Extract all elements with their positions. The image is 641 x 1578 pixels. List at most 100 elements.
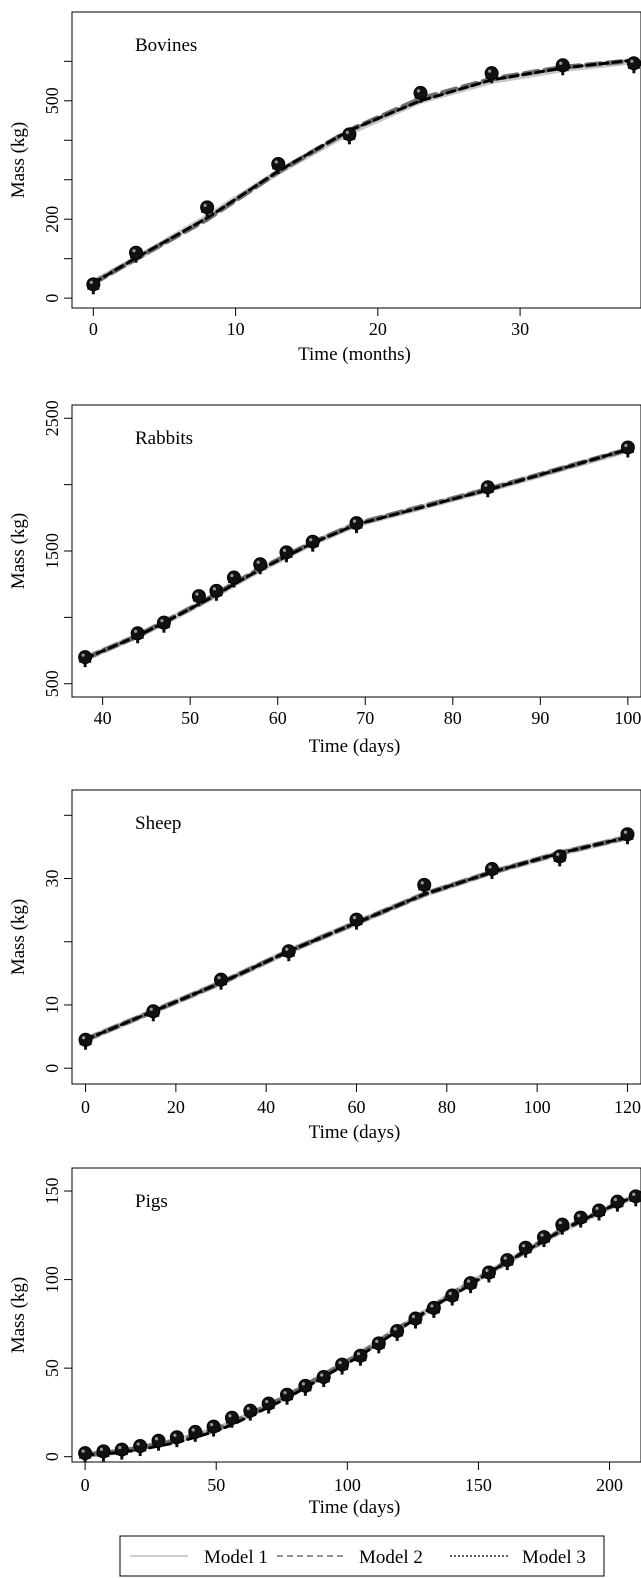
data-point-highlight <box>522 1244 526 1248</box>
data-point <box>349 516 364 534</box>
data-point <box>353 1348 368 1366</box>
data-point-circle <box>500 1253 515 1268</box>
data-point-highlight <box>375 1339 379 1343</box>
data-point <box>200 200 215 218</box>
legend-box <box>119 1535 605 1577</box>
y-tick-label: 50 <box>42 1359 62 1377</box>
chart-panel-rabbits: 40 50 60 70 80 90 100 500 1500 2500 Time (days) Mas… <box>8 400 641 757</box>
data-point-circle <box>371 1336 386 1351</box>
y-tick-label: 500 <box>42 670 62 697</box>
data-point <box>316 1369 331 1387</box>
data-point-highlight <box>338 1360 342 1365</box>
y-axis-title: Mass (kg) <box>8 513 29 590</box>
data-point <box>484 862 499 880</box>
data-point <box>484 66 499 84</box>
chart-panel-pigs: 0 50 100 150 200 0 50 100 150 Time (days) Mass (kg… <box>8 1167 641 1518</box>
x-tick-label: 0 <box>81 1475 90 1495</box>
data-point-circle <box>253 557 268 572</box>
data-point-highlight <box>160 619 164 623</box>
plot-area <box>78 827 635 1050</box>
data-point-circle <box>279 545 294 560</box>
legend-label-model-1: Model 1 <box>204 1547 268 1568</box>
data-point-highlight <box>411 1314 416 1319</box>
data-point-circle <box>280 1387 295 1402</box>
data-point <box>206 1419 221 1437</box>
data-point-circle <box>78 1032 93 1047</box>
data-point <box>518 1240 533 1258</box>
data-point-highlight <box>320 1373 324 1377</box>
data-point-circle <box>353 1348 368 1363</box>
data-point-circle <box>484 862 499 877</box>
data-point-highlight <box>630 59 634 63</box>
data-point-circle <box>281 944 296 959</box>
data-point <box>417 877 432 895</box>
data-point <box>298 1378 313 1396</box>
data-point <box>555 1217 570 1235</box>
x-axis-title: Time (days) <box>309 1122 401 1143</box>
y-tick-label: 150 <box>42 1178 62 1205</box>
data-point-highlight <box>282 548 287 552</box>
data-point <box>214 972 229 990</box>
data-point <box>555 58 570 76</box>
panel-title: Pigs <box>135 1191 168 1212</box>
data-point <box>169 1430 184 1448</box>
data-point <box>408 1311 423 1329</box>
data-point <box>279 545 294 563</box>
data-point <box>226 570 241 588</box>
data-point <box>626 56 641 74</box>
x-tick-label: 80 <box>438 1097 456 1117</box>
x-tick-label: 200 <box>596 1475 623 1495</box>
plot-frame <box>71 11 641 309</box>
plot-area <box>78 1189 641 1462</box>
data-point-highlight <box>503 1256 507 1260</box>
x-tick-label: 100 <box>524 1097 551 1117</box>
data-point-circle <box>349 516 364 531</box>
chart-panel-sheep: 0 20 40 60 80 100 120 0 10 30 Time (days) Mass (kg)… <box>8 789 641 1143</box>
panel-title: Bovines <box>135 35 197 56</box>
data-point-highlight <box>118 1446 122 1450</box>
x-tick-label: 120 <box>614 1097 641 1117</box>
data-point-highlight <box>132 249 136 253</box>
data-point <box>96 1444 111 1462</box>
data-point-highlight <box>265 1399 269 1404</box>
data-point-circle <box>610 1194 625 1209</box>
data-point-highlight <box>345 130 349 134</box>
data-point <box>390 1323 405 1341</box>
data-point-highlight <box>283 1391 287 1395</box>
data-point <box>413 85 428 103</box>
data-point <box>463 1276 478 1294</box>
data-point <box>552 849 567 867</box>
data-point-highlight <box>256 560 260 564</box>
data-point-circle <box>518 1240 533 1255</box>
data-point-circle <box>298 1378 313 1393</box>
data-point <box>86 277 101 295</box>
y-tick-label: 0 <box>42 1064 62 1073</box>
data-point-highlight <box>420 881 424 885</box>
data-point-highlight <box>99 1447 104 1451</box>
data-point-highlight <box>352 519 357 523</box>
plot-frame <box>71 789 641 1085</box>
data-point-circle <box>536 1230 551 1245</box>
data-point <box>371 1336 386 1354</box>
data-point-circle <box>628 1189 641 1204</box>
data-point <box>129 245 144 263</box>
x-tick-label: 0 <box>81 1097 90 1117</box>
data-point-circle <box>188 1424 203 1439</box>
y-axis-title: Mass (kg) <box>8 899 29 976</box>
data-point-highlight <box>466 1279 471 1283</box>
data-point <box>281 944 296 962</box>
data-point-highlight <box>195 592 199 596</box>
data-point-highlight <box>228 1414 232 1418</box>
data-point-circle <box>78 650 93 665</box>
chart-panel-bovines: 0 10 20 30 0 200 500 Time (months) Mass (kg) Bovi… <box>8 11 641 365</box>
data-point <box>481 1265 496 1283</box>
data-point-circle <box>480 480 495 495</box>
data-point-highlight <box>309 538 313 542</box>
data-point <box>445 1288 460 1306</box>
data-point-highlight <box>559 61 563 65</box>
data-point-highlight <box>393 1327 397 1331</box>
data-point-highlight <box>285 947 289 951</box>
data-point-highlight <box>356 1352 361 1356</box>
data-point <box>151 1433 166 1451</box>
data-point-circle <box>349 912 364 927</box>
